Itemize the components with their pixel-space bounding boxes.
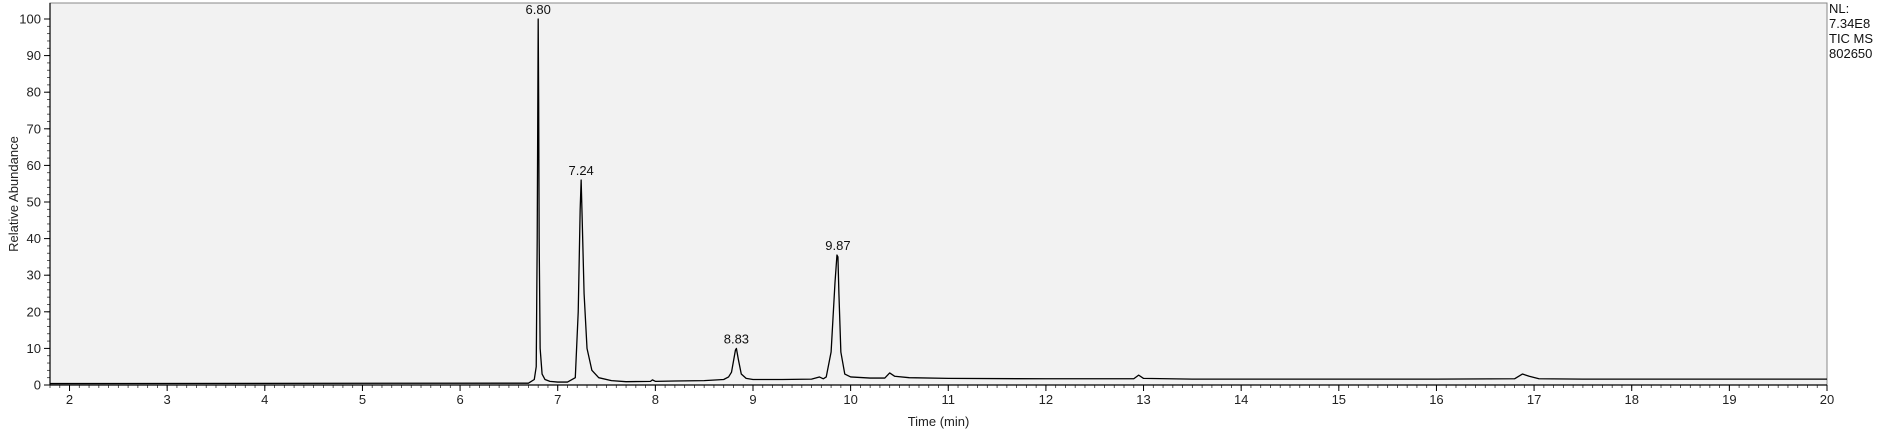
info-block: NL: 7.34E8 TIC MS 802650 — [1829, 1, 1873, 61]
info-line-4: 802650 — [1829, 46, 1872, 61]
y-tick-label: 30 — [27, 268, 41, 283]
x-tick-label: 5 — [359, 392, 366, 407]
y-tick-label: 50 — [27, 195, 41, 210]
x-axis-ticks: 2 3 4 5 6 7 8 9 10 11 12 13 14 15 16 17 18 19 20 — [66, 385, 1834, 407]
x-tick-label: 8 — [652, 392, 659, 407]
x-tick-label: 4 — [261, 392, 268, 407]
x-tick-label: 19 — [1722, 392, 1736, 407]
x-tick-label: 2 — [66, 392, 73, 407]
info-line-1: NL: — [1829, 1, 1849, 16]
x-tick-label: 17 — [1527, 392, 1541, 407]
y-tick-label: 10 — [27, 341, 41, 356]
x-tick-label: 16 — [1429, 392, 1443, 407]
y-axis-label: Relative Abundance — [6, 136, 21, 252]
x-tick-label: 3 — [164, 392, 171, 407]
x-tick-label: 20 — [1820, 392, 1834, 407]
peak-label: 6.80 — [526, 2, 551, 17]
info-line-2: 7.34E8 — [1829, 16, 1870, 31]
x-tick-label: 13 — [1136, 392, 1150, 407]
x-tick-label: 9 — [749, 392, 756, 407]
x-tick-label: 11 — [942, 392, 956, 407]
peak-label: 7.24 — [568, 163, 593, 178]
y-tick-label: 0 — [34, 378, 41, 393]
plot-area — [49, 2, 1828, 386]
y-tick-label: 60 — [27, 158, 41, 173]
y-tick-label: 40 — [27, 231, 41, 246]
x-tick-label: 7 — [554, 392, 561, 407]
y-axis-ticks: 0 10 20 30 40 50 60 70 80 90 100 — [19, 12, 50, 393]
peak-label: 8.83 — [724, 331, 749, 346]
y-tick-label: 70 — [27, 121, 41, 136]
x-axis-label: Time (min) — [908, 414, 970, 429]
x-tick-label: 10 — [843, 392, 857, 407]
y-tick-label: 80 — [27, 85, 41, 100]
x-tick-label: 14 — [1234, 392, 1248, 407]
peak-label: 9.87 — [825, 238, 850, 253]
x-tick-label: 18 — [1624, 392, 1638, 407]
y-tick-label: 20 — [27, 304, 41, 319]
peak-labels: 6.80 7.24 8.83 9.87 — [526, 2, 851, 346]
x-tick-label: 15 — [1332, 392, 1346, 407]
x-tick-label: 6 — [456, 392, 463, 407]
y-tick-label: 90 — [27, 48, 41, 63]
info-line-3: TIC MS — [1829, 31, 1873, 46]
y-tick-label: 100 — [19, 12, 41, 27]
tic-trace-line — [49, 18, 1827, 385]
x-tick-label: 12 — [1039, 392, 1053, 407]
